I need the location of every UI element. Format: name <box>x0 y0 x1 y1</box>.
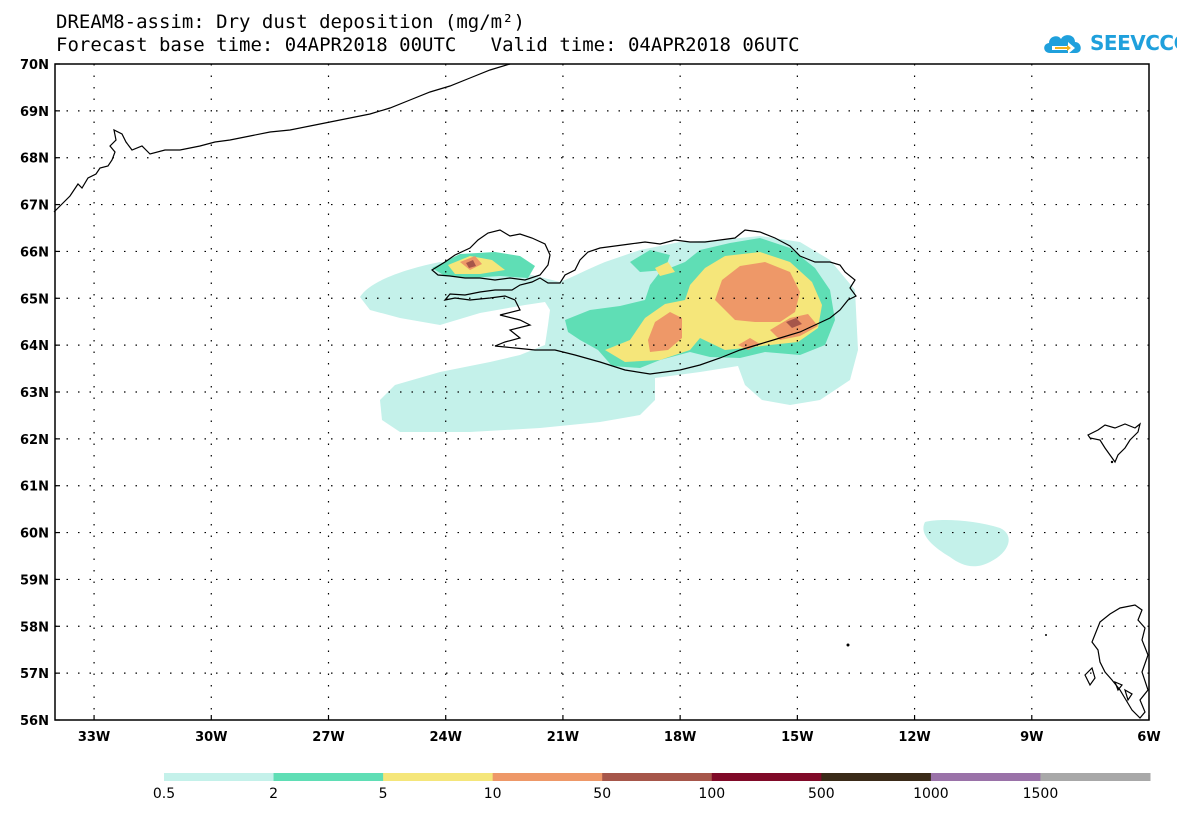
lat-label: 70N <box>20 58 49 73</box>
colorbar-label: 1500 <box>1023 786 1059 802</box>
westfjords-coast <box>430 229 551 281</box>
lat-label: 64N <box>20 339 49 354</box>
colorbar-label: 1000 <box>913 786 949 802</box>
lon-label: 12W <box>898 730 930 745</box>
dust-deposition-fields <box>360 236 1009 567</box>
colorbar-swatch <box>164 773 275 781</box>
lon-label: 21W <box>547 730 579 745</box>
lat-label: 59N <box>20 573 49 588</box>
lat-label: 57N <box>20 667 49 682</box>
colorbar-swatch <box>383 773 494 781</box>
map-subtitle: Forecast base time: 04APR2018 00UTC Vali… <box>56 34 800 56</box>
colorbar-label: 50 <box>593 786 611 802</box>
lat-label: 68N <box>20 152 49 167</box>
colorbar-swatch <box>1040 773 1151 781</box>
lat-label: 69N <box>20 105 49 120</box>
lon-label: 27W <box>312 730 344 745</box>
lon-label: 9W <box>1020 730 1043 745</box>
longitude-labels: 33W 30W 27W 24W 21W 18W 15W 12W 9W 6W <box>78 730 1161 745</box>
lat-label: 61N <box>20 480 49 495</box>
level-50-region <box>466 260 802 328</box>
lat-label: 67N <box>20 199 49 214</box>
small-islands <box>846 460 1114 647</box>
greenland-coast <box>53 63 511 213</box>
latitude-labels: 70N 69N 68N 67N 66N 65N 64N 63N 62N 61N 60N 59N 58N 5… <box>20 58 49 729</box>
colorbar-swatch <box>602 773 713 781</box>
lat-label: 65N <box>20 292 49 307</box>
scotland-coast <box>1091 604 1149 719</box>
seevccc-logo: SEEVCCC <box>1040 28 1177 58</box>
lat-label: 66N <box>20 245 49 260</box>
logo-text: SEEVCCC <box>1090 31 1177 55</box>
map-frame <box>54 63 1150 721</box>
colorbar-label: 5 <box>379 786 388 802</box>
colorbar-swatch <box>821 773 932 781</box>
lat-label: 60N <box>20 527 49 542</box>
colorbar-label: 10 <box>484 786 502 802</box>
lon-label: 30W <box>195 730 227 745</box>
lat-label: 62N <box>20 433 49 448</box>
lat-label: 56N <box>20 714 49 729</box>
lon-label: 33W <box>78 730 110 745</box>
colorbar-label: 500 <box>808 786 835 802</box>
faroe-coast <box>1087 422 1142 464</box>
lon-label: 18W <box>664 730 696 745</box>
colorbar: 0.5 2 5 10 50 100 500 1000 1500 <box>153 773 1151 802</box>
lon-label: 6W <box>1137 730 1160 745</box>
lon-label: 15W <box>781 730 813 745</box>
colorbar-swatch <box>492 773 603 781</box>
lat-label: 63N <box>20 386 49 401</box>
map-title: DREAM8-assim: Dry dust deposition (mg/m²… <box>56 11 525 33</box>
coastlines <box>53 63 1149 719</box>
colorbar-label: 0.5 <box>153 786 175 802</box>
colorbar-label: 100 <box>698 786 725 802</box>
lon-label: 24W <box>429 730 461 745</box>
colorbar-label: 2 <box>269 786 278 802</box>
cloud-arrow-icon <box>1044 35 1081 54</box>
colorbar-swatch <box>273 773 384 781</box>
colorbar-swatch <box>711 773 822 781</box>
colorbar-swatch <box>930 773 1041 781</box>
lat-label: 58N <box>20 620 49 635</box>
hebrides-coast <box>1084 666 1133 702</box>
iceland-coast <box>443 229 857 375</box>
